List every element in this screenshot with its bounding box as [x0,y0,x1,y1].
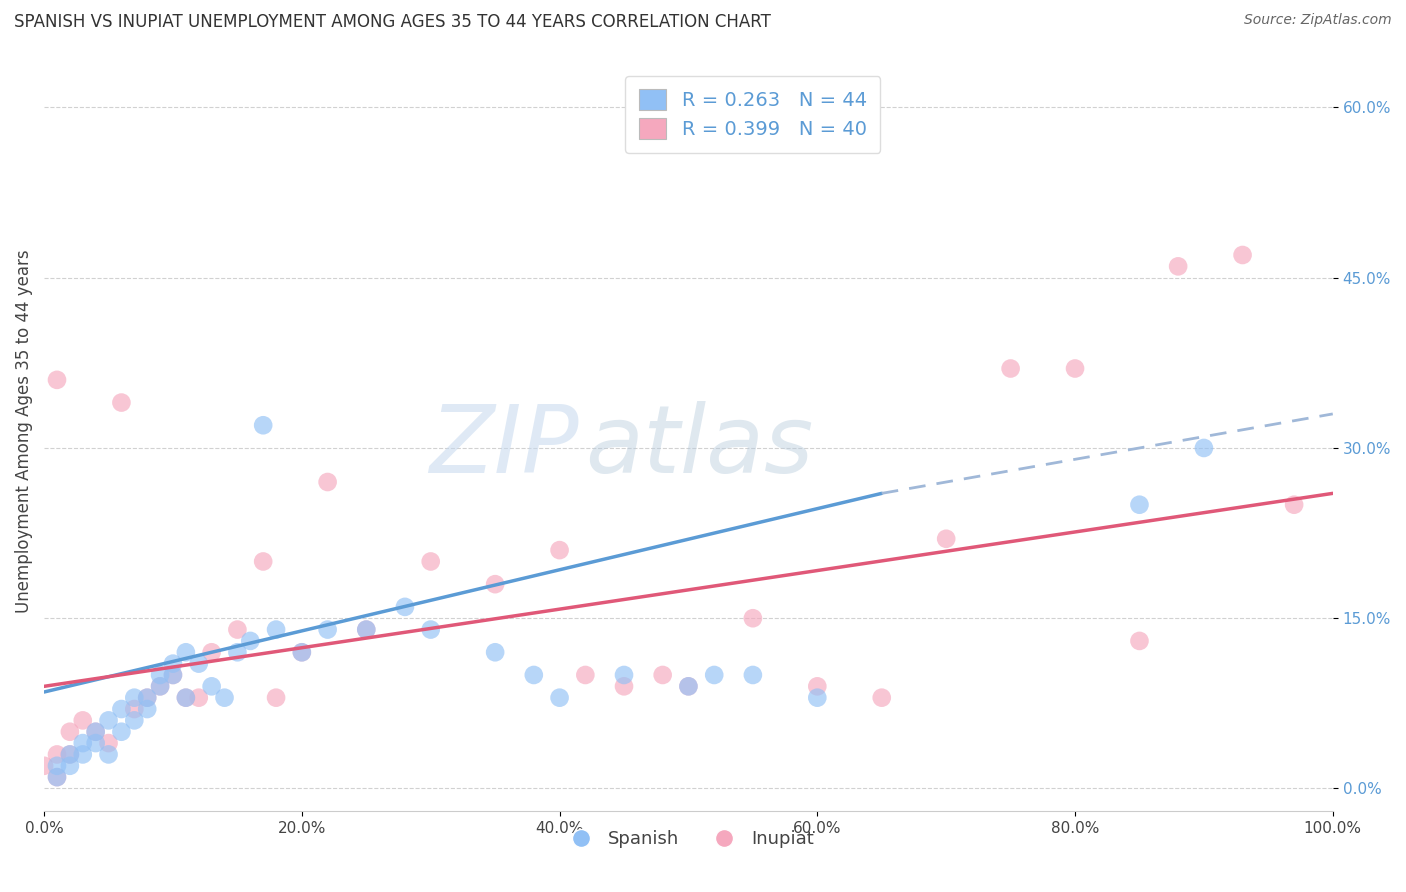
Text: ZIP: ZIP [429,401,579,491]
Point [110,395,132,409]
Point [419,623,441,637]
Point [651,668,673,682]
Point [678,679,700,693]
Point [187,690,209,705]
Point [935,532,957,546]
Point [741,668,763,682]
Point [226,623,249,637]
Point [741,611,763,625]
Point [124,714,146,728]
Point [59,724,82,739]
Point [548,690,571,705]
Point [1167,260,1189,274]
Point [548,543,571,558]
Point [187,657,209,671]
Point [84,724,107,739]
Point [1282,498,1305,512]
Point [316,623,339,637]
Point [1128,634,1150,648]
Point [84,736,107,750]
Point [574,668,596,682]
Point [356,623,378,637]
Point [484,645,506,659]
Point [110,724,132,739]
Point [613,679,636,693]
Point [703,668,725,682]
Point [1000,361,1022,376]
Point [110,702,132,716]
Point [252,418,274,433]
Point [394,599,416,614]
Point [806,679,828,693]
Point [678,679,700,693]
Point [1192,441,1215,455]
Point [124,702,146,716]
Point [174,645,197,659]
Point [201,679,224,693]
Point [201,645,224,659]
Point [46,770,69,784]
Point [419,554,441,568]
Point [72,714,94,728]
Point [84,724,107,739]
Point [136,690,159,705]
Point [252,554,274,568]
Point [264,623,287,637]
Text: atlas: atlas [585,401,814,491]
Point [46,759,69,773]
Text: SPANISH VS INUPIAT UNEMPLOYMENT AMONG AGES 35 TO 44 YEARS CORRELATION CHART: SPANISH VS INUPIAT UNEMPLOYMENT AMONG AG… [14,13,770,31]
Point [46,373,69,387]
Point [613,668,636,682]
Point [162,668,184,682]
Point [149,668,172,682]
Point [162,657,184,671]
Point [316,475,339,489]
Point [356,623,378,637]
Point [59,747,82,762]
Legend: Spanish, Inupiat: Spanish, Inupiat [555,823,821,855]
Point [291,645,314,659]
Point [59,747,82,762]
Point [72,736,94,750]
Point [97,714,120,728]
Point [870,690,893,705]
Point [214,690,236,705]
Point [46,747,69,762]
Point [149,679,172,693]
Point [136,690,159,705]
Point [226,645,249,659]
Point [136,702,159,716]
Point [149,679,172,693]
Point [46,770,69,784]
Point [1064,361,1087,376]
Y-axis label: Unemployment Among Ages 35 to 44 years: Unemployment Among Ages 35 to 44 years [15,249,32,613]
Point [239,634,262,648]
Point [162,668,184,682]
Point [291,645,314,659]
Point [97,736,120,750]
Point [523,668,546,682]
Point [264,690,287,705]
Point [1128,498,1150,512]
Point [32,759,55,773]
Point [72,747,94,762]
Point [174,690,197,705]
Point [484,577,506,591]
Point [124,690,146,705]
Point [806,690,828,705]
Point [97,747,120,762]
Text: Source: ZipAtlas.com: Source: ZipAtlas.com [1244,13,1392,28]
Point [174,690,197,705]
Point [1232,248,1254,262]
Point [59,759,82,773]
